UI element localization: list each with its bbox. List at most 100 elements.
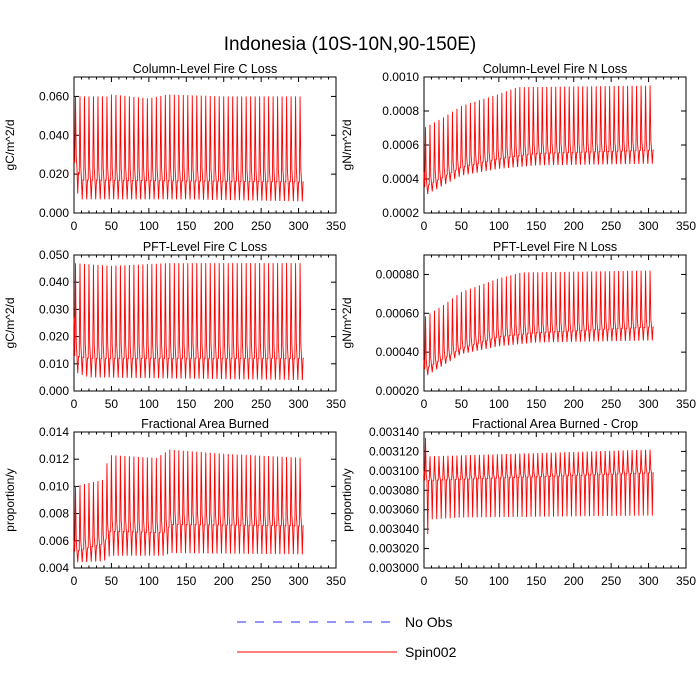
y-tick-label: 0.003120 (369, 444, 419, 458)
x-tick-label: 100 (139, 574, 159, 588)
y-tick-label: 0.010 (39, 357, 69, 371)
panel-1: Column-Level Fire N Loss gN/m^2/d 0 50 100 15… (340, 62, 696, 233)
y-tick-label: 0.020 (39, 167, 69, 181)
plot-frame (73, 431, 337, 569)
x-tick-label: 50 (105, 219, 119, 233)
series-line-spin002 (73, 449, 304, 563)
x-tick-label: 100 (489, 397, 509, 411)
panel-title: PFT-Level Fire N Loss (493, 240, 617, 254)
y-tick-label: 0.0008 (382, 104, 419, 118)
x-tick-label: 300 (289, 397, 309, 411)
y-tick-label: 0.0002 (382, 206, 419, 220)
y-tick-label: 0.040 (39, 128, 69, 142)
panel-title: Fractional Area Burned - Crop (472, 417, 638, 431)
panel-title: Column-Level Fire N Loss (483, 62, 628, 76)
x-tick-label: 350 (676, 574, 696, 588)
series-line-spin002 (423, 438, 654, 535)
plot-frame (423, 254, 687, 392)
x-tick-label: 350 (676, 397, 696, 411)
y-tick-label: 0.006 (39, 534, 69, 548)
x-tick-label: 0 (71, 397, 78, 411)
x-tick-label: 50 (105, 574, 119, 588)
y-tick-label: 0.000 (39, 206, 69, 220)
y-axis-label: gN/m^2/d (340, 120, 354, 171)
y-tick-label: 0.010 (39, 479, 69, 493)
x-tick-label: 200 (564, 574, 584, 588)
x-tick-label: 150 (176, 219, 196, 233)
x-tick-label: 300 (639, 219, 659, 233)
x-tick-label: 50 (455, 574, 469, 588)
y-tick-label: 0.003040 (369, 522, 419, 536)
x-tick-label: 200 (214, 219, 234, 233)
x-tick-label: 100 (489, 219, 509, 233)
x-tick-label: 300 (289, 574, 309, 588)
y-tick-label: 0.003000 (369, 561, 419, 575)
series-line-spin002 (423, 270, 654, 376)
y-tick-label: 0.030 (39, 302, 69, 316)
series-line-spin002 (73, 94, 304, 202)
panel-title: Column-Level Fire C Loss (133, 62, 278, 76)
x-tick-label: 250 (601, 219, 621, 233)
y-tick-label: 0.008 (39, 507, 69, 521)
x-tick-label: 0 (421, 219, 428, 233)
panel-0: Column-Level Fire C Loss gC/m^2/d 0 50 100 15… (3, 62, 346, 233)
y-axis-label: gC/m^2/d (3, 120, 17, 171)
x-tick-label: 0 (421, 574, 428, 588)
x-tick-label: 0 (71, 219, 78, 233)
y-axis-label: proportion/y (340, 468, 354, 531)
y-tick-label: 0.020 (39, 330, 69, 344)
x-tick-label: 200 (564, 397, 584, 411)
x-tick-label: 100 (139, 397, 159, 411)
panel-title: Fractional Area Burned (141, 417, 269, 431)
x-tick-label: 150 (526, 574, 546, 588)
y-tick-label: 0.060 (39, 89, 69, 103)
panel-2: PFT-Level Fire C Loss gC/m^2/d 0 50 100 150 20… (3, 240, 346, 411)
x-tick-label: 200 (214, 397, 234, 411)
legend: No Obs Spin002 (237, 614, 457, 660)
panel-title: PFT-Level Fire C Loss (143, 240, 267, 254)
y-tick-label: 0.00040 (376, 345, 420, 359)
plot-frame (423, 431, 687, 569)
y-tick-label: 0.050 (39, 248, 69, 262)
series-line-spin002 (73, 263, 304, 381)
series-line-spin002 (423, 85, 654, 195)
panel-4: Fractional Area Burned proportion/y 0 50 100… (3, 417, 346, 588)
plot-frame (73, 76, 337, 214)
figure-title: Indonesia (10S-10N,90-150E) (224, 34, 476, 55)
y-tick-label: 0.003020 (369, 542, 419, 556)
x-tick-label: 250 (251, 574, 271, 588)
y-tick-label: 0.00020 (376, 384, 420, 398)
y-axis-label: gN/m^2/d (340, 298, 354, 349)
x-tick-label: 300 (639, 574, 659, 588)
x-tick-label: 300 (639, 397, 659, 411)
x-tick-label: 50 (455, 397, 469, 411)
x-tick-label: 250 (601, 397, 621, 411)
y-tick-label: 0.00080 (376, 267, 420, 281)
y-tick-label: 0.003100 (369, 464, 419, 478)
x-tick-label: 300 (289, 219, 309, 233)
y-tick-label: 0.012 (39, 452, 69, 466)
chart-panels: Column-Level Fire C Loss gC/m^2/d 0 50 100 15… (3, 62, 696, 588)
x-tick-label: 50 (455, 219, 469, 233)
y-axis-label: proportion/y (3, 468, 17, 531)
x-tick-label: 250 (251, 397, 271, 411)
panel-5: Fractional Area Burned - Crop proportion/… (340, 417, 696, 588)
x-tick-label: 150 (526, 219, 546, 233)
x-tick-label: 100 (489, 574, 509, 588)
x-tick-label: 150 (176, 397, 196, 411)
y-tick-label: 0.0004 (382, 172, 419, 186)
y-tick-label: 0.00060 (376, 306, 420, 320)
x-tick-label: 250 (601, 574, 621, 588)
y-tick-label: 0.003080 (369, 483, 419, 497)
x-tick-label: 200 (214, 574, 234, 588)
x-tick-label: 150 (176, 574, 196, 588)
x-tick-label: 350 (326, 574, 346, 588)
x-tick-label: 350 (326, 219, 346, 233)
y-tick-label: 0.040 (39, 275, 69, 289)
y-tick-label: 0.003060 (369, 503, 419, 517)
y-tick-label: 0.0010 (382, 70, 419, 84)
y-tick-label: 0.014 (39, 425, 69, 439)
x-tick-label: 100 (139, 219, 159, 233)
panel-3: PFT-Level Fire N Loss gN/m^2/d 0 50 100 150 20… (340, 240, 696, 411)
